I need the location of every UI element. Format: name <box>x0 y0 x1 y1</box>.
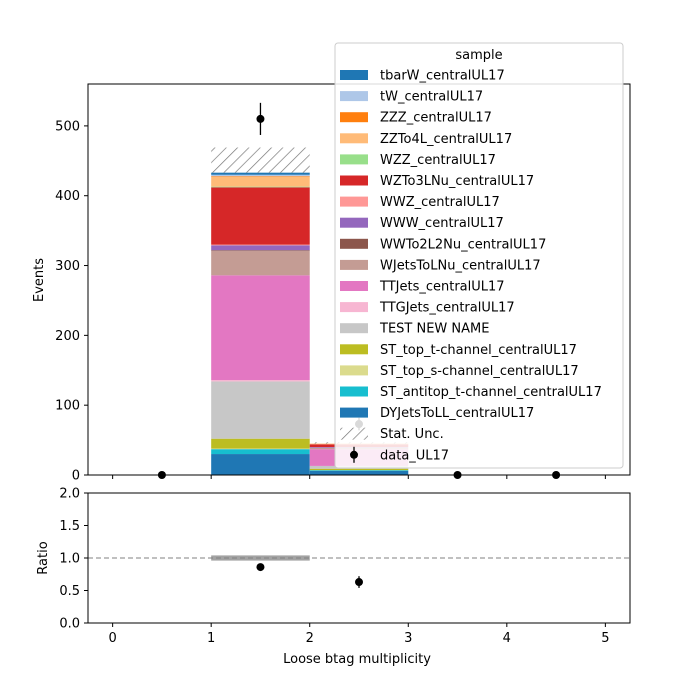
ratio-xtick-label-5: 5 <box>601 631 609 646</box>
main-y-axis-label: Events <box>32 258 47 302</box>
x-axis-label: Loose btag multiplicity <box>283 652 431 667</box>
ratio-ytick-label-4: 2.0 <box>59 487 80 502</box>
legend-swatch-WWZ_centralUL17 <box>340 196 368 207</box>
bar-TTGJets_centralUL17-bin1 <box>211 380 310 382</box>
bar-ZZZ_centralUL17-bin1 <box>211 176 310 177</box>
main-x-ticks <box>112 475 606 479</box>
ratio-points <box>256 563 363 588</box>
ratio-point-0 <box>256 563 265 572</box>
legend-swatch-ST_top_s-channel_centralUL17 <box>340 365 368 376</box>
legend-label-ZZTo4L_centralUL17: ZZTo4L_centralUL17 <box>380 132 512 147</box>
main-ytick-label-4: 400 <box>55 189 80 204</box>
bar-TTJets_centralUL17-bin1 <box>211 275 310 381</box>
legend-label-WWW_centralUL17: WWW_centralUL17 <box>380 216 504 231</box>
bar-ST_top_s-channel_centralUL17-bin1 <box>211 448 310 450</box>
legend-label-WWTo2L2Nu_centralUL17: WWTo2L2Nu_centralUL17 <box>380 237 546 252</box>
legend-label-ST_top_s-channel_centralUL17: ST_top_s-channel_centralUL17 <box>380 364 579 379</box>
legend-swatch-WWTo2L2Nu_centralUL17 <box>340 238 368 249</box>
bar-DYJetsToLL_centralUL17-bin1 <box>211 454 310 475</box>
legend-swatch-ZZTo4L_centralUL17 <box>340 133 368 144</box>
bar-WJetsToLNu_centralUL17-bin1 <box>211 250 310 276</box>
main-ytick-label-3: 300 <box>55 259 80 274</box>
legend-label-ST_top_t-channel_centralUL17: ST_top_t-channel_centralUL17 <box>380 343 577 358</box>
ratio-xtick-label-4: 4 <box>503 631 511 646</box>
legend-swatch-ZZZ_centralUL17 <box>340 112 368 123</box>
bar-WWW_centralUL17-bin1 <box>211 245 310 251</box>
legend-swatch-ST_top_t-channel_centralUL17 <box>340 344 368 355</box>
legend-label-TTJets_centralUL17: TTJets_centralUL17 <box>379 280 505 295</box>
ratio-y-ticks: 0.0 0.5 1.0 1.5 2.0 <box>59 487 88 632</box>
ratio-y-axis-label: Ratio <box>36 541 51 574</box>
bar-TEST NEW NAME-bin1 <box>211 381 310 439</box>
legend-swatch-TTJets_centralUL17 <box>340 281 368 291</box>
legend-frame <box>334 42 624 469</box>
legend-label-WZZ_centralUL17: WZZ_centralUL17 <box>380 153 496 168</box>
legend-label-WWZ_centralUL17: WWZ_centralUL17 <box>380 195 500 210</box>
legend-label-WZTo3LNu_centralUL17: WZTo3LNu_centralUL17 <box>380 174 534 189</box>
legend-swatch-ST_antitop_t-channel_centralUL17 <box>340 386 368 397</box>
legend-swatch-tbarW_centralUL17 <box>340 70 368 80</box>
legend-label-tW_centralUL17: tW_centralUL17 <box>380 90 483 105</box>
ratio-xtick-label-3: 3 <box>404 631 412 646</box>
bar-ST_antitop_t-channel_centralUL17-bin2 <box>309 470 409 471</box>
legend-label-WJetsToLNu_centralUL17: WJetsToLNu_centralUL17 <box>380 258 541 273</box>
legend-swatch-TTGJets_centralUL17 <box>340 302 368 313</box>
legend-swatch-WWW_centralUL17 <box>340 217 368 228</box>
data-point-1 <box>256 114 265 123</box>
legend-swatch-WZTo3LNu_centralUL17 <box>340 175 368 186</box>
bar-DYJetsToLL_centralUL17-bin2 <box>309 470 409 475</box>
main-ytick-label-2: 200 <box>55 329 80 344</box>
bar-WZZ_centralUL17-bin1 <box>211 186 310 188</box>
legend-label-data: data_UL17 <box>380 448 449 463</box>
ratio-ytick-label-3: 1.5 <box>59 519 80 534</box>
legend-swatch-WZZ_centralUL17 <box>340 154 368 165</box>
stat-unc-bin1 <box>211 147 310 173</box>
legend-label-ZZZ_centralUL17: ZZZ_centralUL17 <box>380 111 492 126</box>
bar-ST_top_t-channel_centralUL17-bin2 <box>309 468 409 471</box>
bar-WZTo3LNu_centralUL17-bin1 <box>211 187 310 245</box>
main-y-ticks: 0 100 200 300 400 500 <box>55 119 88 484</box>
ratio-ytick-label-2: 1.0 <box>59 552 80 567</box>
ratio-xtick-label-2: 2 <box>306 631 314 646</box>
legend-swatch-TEST NEW NAME <box>340 323 368 334</box>
ratio-x-ticks: 0 1 2 3 4 5 <box>108 623 610 646</box>
legend-label-TEST NEW NAME: TEST NEW NAME <box>379 322 489 337</box>
ratio-point-1 <box>355 578 363 587</box>
legend-swatch-WJetsToLNu_centralUL17 <box>340 259 368 270</box>
ratio-ytick-label-1: 0.5 <box>59 584 80 599</box>
legend-swatch-stat-unc <box>340 427 368 440</box>
bar-ST_antitop_t-channel_centralUL17-bin1 <box>211 449 310 455</box>
ratio-ytick-label-0: 0.0 <box>59 617 80 632</box>
bar-WWTo2L2Nu_centralUL17-bin1 <box>211 250 310 251</box>
main-ytick-label-5: 500 <box>55 119 80 134</box>
legend-items: tbarW_centralUL17 tW_centralUL17 ZZZ_centr… <box>340 69 602 463</box>
bar-tW_centralUL17-bin1 <box>211 174 310 177</box>
legend-data-marker <box>350 450 358 459</box>
bar-ZZTo4L_centralUL17-bin1 <box>211 176 310 187</box>
legend-swatch-tW_centralUL17 <box>340 91 368 102</box>
bar-ST_top_t-channel_centralUL17-bin1 <box>211 438 310 449</box>
legend-label-ST_antitop_t-channel_centralUL17: ST_antitop_t-channel_centralUL17 <box>380 385 602 400</box>
legend-label-tbarW_centralUL17: tbarW_centralUL17 <box>380 69 505 84</box>
legend-label-TTGJets_centralUL17: TTGJets_centralUL17 <box>379 301 515 316</box>
main-ytick-label-0: 0 <box>72 469 80 484</box>
main-ytick-label-1: 100 <box>55 399 80 414</box>
legend-label-stat-unc: Stat. Unc. <box>380 427 444 442</box>
legend-label-DYJetsToLL_centralUL17: DYJetsToLL_centralUL17 <box>380 406 534 421</box>
ratio-xtick-label-1: 1 <box>207 631 215 646</box>
legend: sample tbarW_centralUL17 tW_centralUL17 ZZ… <box>334 42 624 469</box>
legend-swatch-DYJetsToLL_centralUL17 <box>340 407 368 418</box>
bar-WWZ_centralUL17-bin1 <box>211 244 310 246</box>
bar-tbarW_centralUL17-bin1 <box>211 172 310 175</box>
ratio-xtick-label-0: 0 <box>108 631 116 646</box>
legend-title: sample <box>455 48 502 63</box>
ratio-panel: 0.0 0.5 1.0 1.5 2.0 0 1 2 3 4 5 Ratio Loose btag … <box>36 487 631 667</box>
